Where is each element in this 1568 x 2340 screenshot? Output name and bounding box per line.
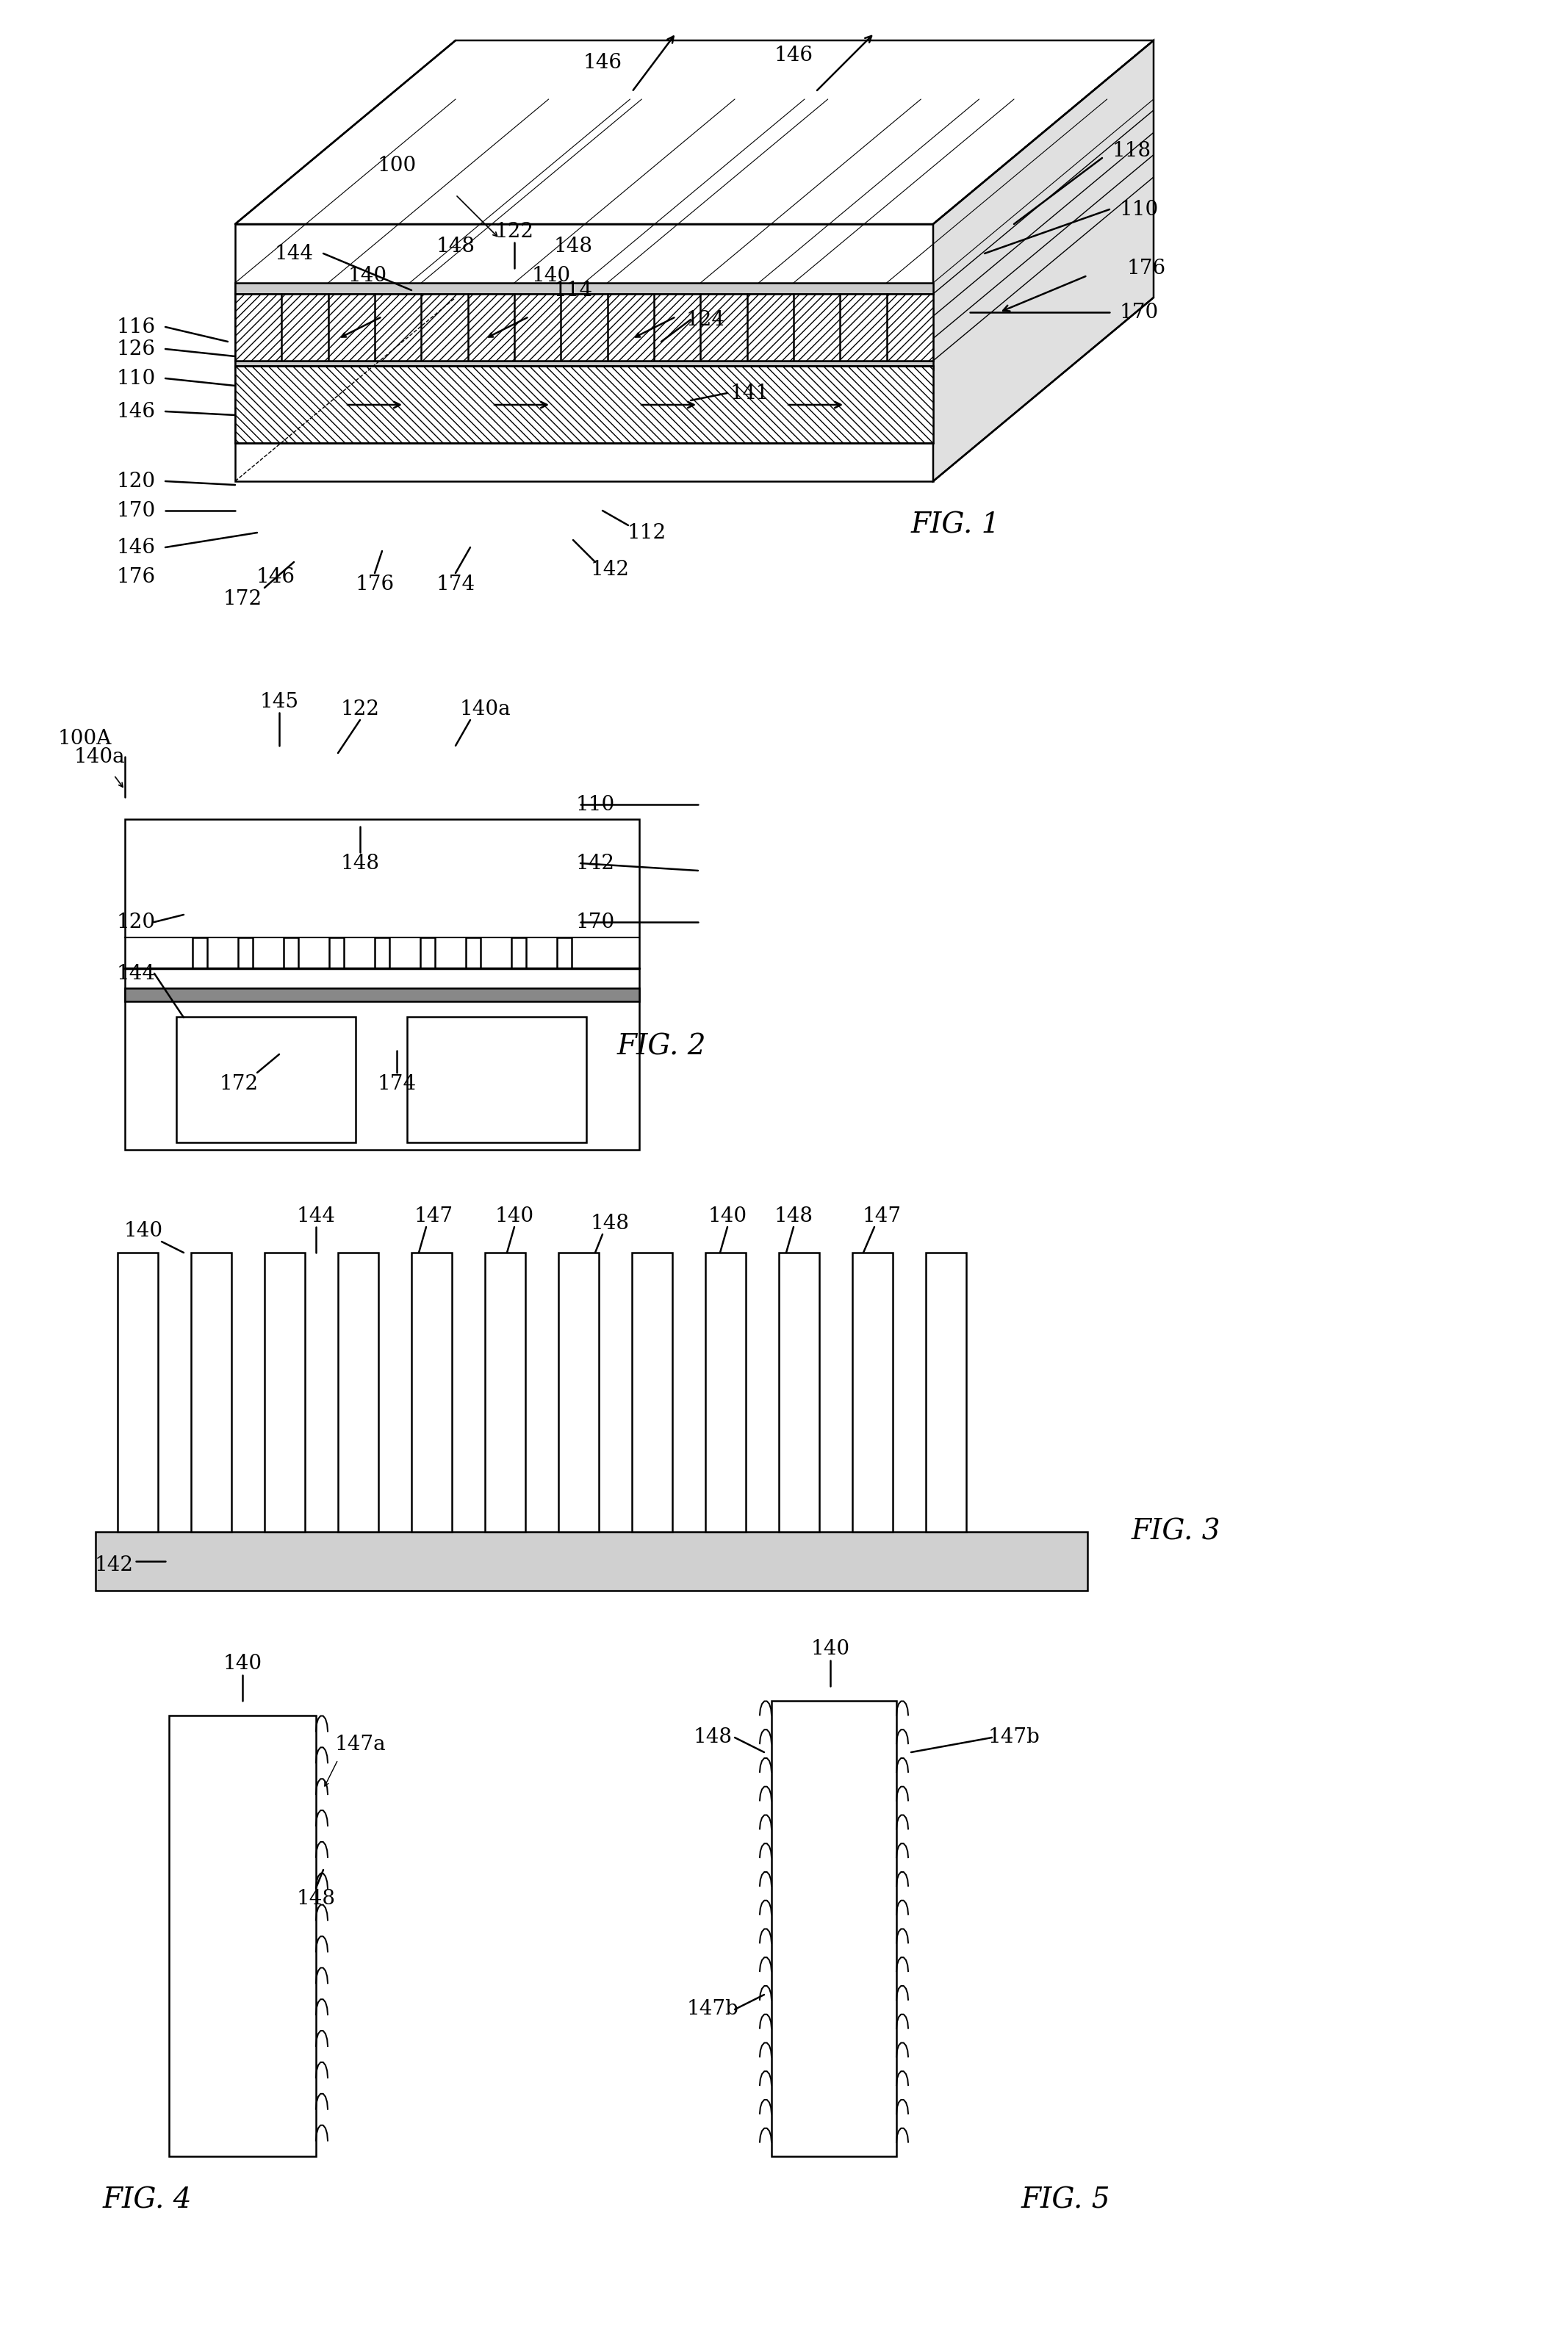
Text: 146: 146 — [256, 566, 295, 587]
Text: 141: 141 — [731, 384, 768, 402]
Text: 147: 147 — [414, 1205, 453, 1226]
Text: 174: 174 — [378, 1074, 416, 1093]
Text: 146: 146 — [116, 538, 155, 557]
Bar — [191, 1252, 232, 1533]
Text: FIG. 1: FIG. 1 — [911, 512, 1000, 538]
Text: 170: 170 — [575, 913, 615, 931]
Bar — [511, 938, 527, 969]
Text: 146: 146 — [583, 51, 622, 73]
Text: 176: 176 — [116, 566, 155, 587]
Text: 140a: 140a — [74, 746, 125, 768]
Bar — [235, 360, 933, 370]
Bar — [466, 938, 480, 969]
Text: 146: 146 — [116, 402, 155, 421]
Text: 140: 140 — [707, 1205, 746, 1226]
Text: 120: 120 — [116, 913, 155, 931]
Text: 140a: 140a — [459, 700, 511, 718]
Text: 120: 120 — [116, 470, 155, 491]
Bar — [284, 938, 298, 969]
Bar — [339, 1252, 378, 1533]
Bar — [193, 938, 207, 969]
Bar — [706, 1252, 746, 1533]
Text: 172: 172 — [223, 590, 262, 608]
Text: 110: 110 — [116, 367, 155, 388]
Text: 148: 148 — [296, 1888, 336, 1909]
Bar — [176, 1018, 356, 1142]
Text: 126: 126 — [116, 339, 155, 358]
Bar — [420, 938, 434, 969]
Bar — [235, 283, 933, 295]
Text: 142: 142 — [591, 559, 629, 580]
Bar — [96, 1533, 1088, 1591]
Text: FIG. 2: FIG. 2 — [616, 1034, 706, 1060]
Bar — [235, 365, 933, 442]
Bar — [125, 819, 640, 1149]
Text: 140: 140 — [495, 1205, 533, 1226]
Text: 142: 142 — [94, 1556, 133, 1575]
Text: 122: 122 — [340, 700, 379, 718]
Text: 118: 118 — [1112, 140, 1151, 161]
Bar — [632, 1252, 673, 1533]
Text: FIG. 5: FIG. 5 — [1021, 2188, 1110, 2214]
Text: 170: 170 — [116, 501, 155, 519]
Text: 144: 144 — [296, 1205, 336, 1226]
Text: 176: 176 — [1127, 257, 1165, 278]
Text: 100: 100 — [378, 154, 417, 176]
Text: 147b: 147b — [988, 1727, 1040, 1748]
Text: 110: 110 — [575, 796, 615, 814]
Text: 176: 176 — [356, 573, 394, 594]
Text: 140: 140 — [124, 1221, 163, 1240]
Text: 144: 144 — [274, 243, 314, 264]
Text: 122: 122 — [495, 222, 533, 241]
Bar — [408, 1018, 586, 1142]
Text: 116: 116 — [116, 316, 155, 337]
Text: 140: 140 — [532, 267, 571, 285]
Text: 140: 140 — [811, 1640, 850, 1659]
Text: 147a: 147a — [334, 1734, 386, 1755]
Text: FIG. 3: FIG. 3 — [1131, 1519, 1220, 1544]
Text: 100A: 100A — [58, 728, 111, 749]
Bar — [925, 1252, 966, 1533]
Text: 146: 146 — [775, 44, 814, 66]
Bar — [485, 1252, 525, 1533]
Bar — [557, 938, 572, 969]
Text: 148: 148 — [340, 854, 379, 873]
Bar — [771, 1701, 897, 2157]
Text: 140: 140 — [223, 1654, 262, 1673]
Text: 148: 148 — [775, 1205, 814, 1226]
Text: 170: 170 — [1120, 302, 1159, 323]
Text: 145: 145 — [260, 693, 298, 711]
Bar — [558, 1252, 599, 1533]
Bar — [169, 1715, 315, 2157]
Text: 172: 172 — [220, 1074, 259, 1093]
Bar — [853, 1252, 892, 1533]
Bar — [375, 938, 389, 969]
Bar — [329, 938, 343, 969]
Bar — [265, 1252, 304, 1533]
Text: 147b: 147b — [687, 1998, 739, 2019]
Text: 174: 174 — [436, 573, 475, 594]
Text: 144: 144 — [116, 964, 155, 983]
Bar — [411, 1252, 452, 1533]
Text: 148: 148 — [436, 236, 475, 255]
Text: 148: 148 — [693, 1727, 732, 1748]
Bar — [779, 1252, 818, 1533]
Text: 124: 124 — [685, 309, 724, 330]
Text: 147: 147 — [862, 1205, 902, 1226]
Text: 112: 112 — [627, 522, 666, 543]
Bar — [118, 1252, 158, 1533]
Bar — [238, 938, 252, 969]
Text: FIG. 4: FIG. 4 — [102, 2188, 191, 2214]
Polygon shape — [933, 40, 1154, 482]
Bar — [125, 987, 640, 1002]
Text: 148: 148 — [591, 1214, 629, 1233]
Bar — [235, 295, 933, 360]
Text: 142: 142 — [575, 854, 615, 873]
Text: 114: 114 — [554, 281, 593, 300]
Polygon shape — [235, 225, 933, 482]
Text: 140: 140 — [348, 267, 387, 285]
Text: 148: 148 — [554, 236, 593, 255]
Text: 110: 110 — [1120, 199, 1159, 220]
